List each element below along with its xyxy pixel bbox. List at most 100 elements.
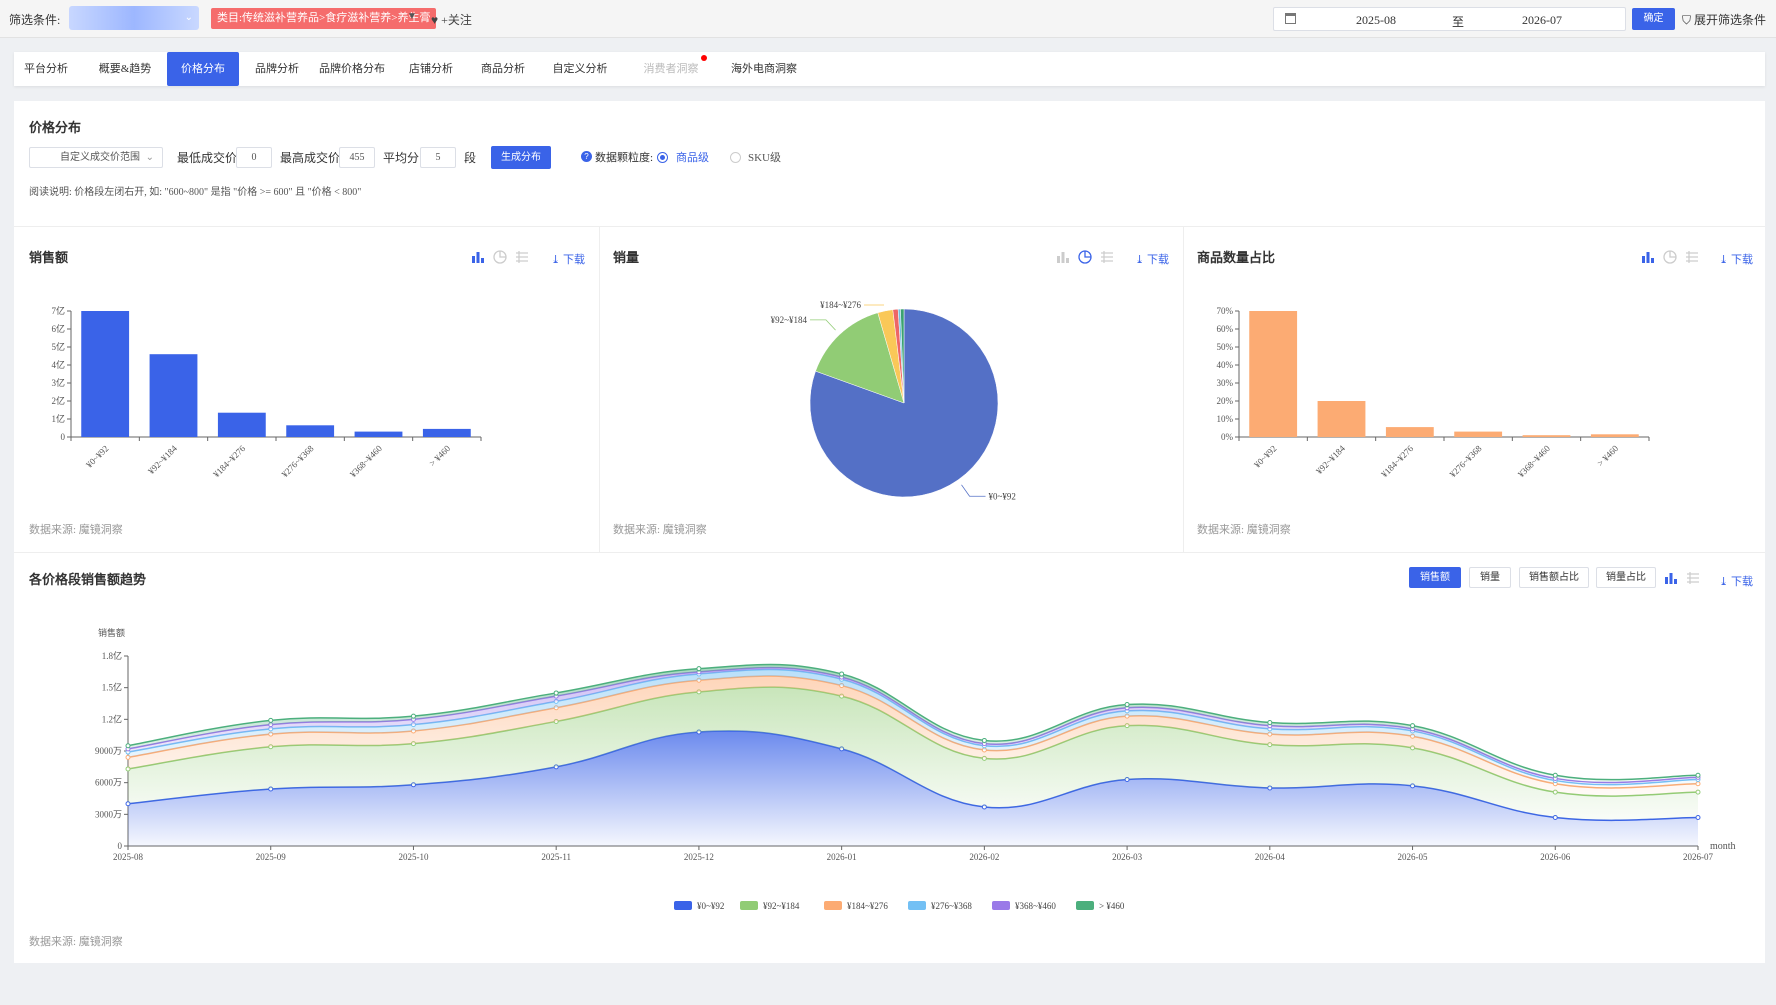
y-tick-label: 5亿 [51, 341, 65, 352]
tab-overview[interactable]: 概要&趋势 [98, 63, 152, 75]
y-tick-label: 2亿 [51, 395, 65, 406]
x-tick-label: 2025-11 [541, 852, 571, 862]
bar-chart-icon[interactable] [1664, 571, 1678, 585]
max-price-input[interactable]: 455 [339, 147, 375, 168]
tab-store[interactable]: 店铺分析 [409, 63, 453, 75]
sku-level-label[interactable]: SKU级 [748, 152, 782, 164]
divider [1183, 226, 1184, 553]
caret-down-icon[interactable]: ▼ [407, 11, 417, 22]
x-tick-label: 2025-08 [113, 852, 143, 862]
filter-icon: ⛉ [1682, 13, 1692, 27]
series-line [127, 663, 1699, 781]
calendar-icon [1285, 13, 1296, 24]
x-tick-label: > ¥460 [1595, 443, 1620, 468]
table-icon[interactable] [1100, 250, 1114, 264]
data-point [981, 737, 987, 743]
y-tick-label: 1亿 [51, 413, 65, 424]
follow-button[interactable]: ♥ +关注 [431, 13, 472, 27]
download-button[interactable]: ⤓ 下载 [551, 254, 585, 266]
download-button[interactable]: ⤓ 下载 [1719, 576, 1753, 588]
download-button[interactable]: ⤓ 下载 [1135, 254, 1169, 266]
download-button[interactable]: ⤓ 下载 [1719, 254, 1753, 266]
date-range-picker[interactable]: 2025-08 至 2026-07 [1273, 7, 1626, 31]
y-tick-label: 50% [1217, 342, 1234, 352]
sales-trend-area-chart: 销售额 0 3000万 6000万 9000万 1.2亿 1.5亿 1.8亿 2025-08 20… [95, 627, 1736, 911]
bar-chart-icon[interactable] [471, 250, 485, 264]
y-tick-label: 3亿 [51, 377, 65, 388]
pie-chart-icon[interactable] [493, 250, 507, 264]
tab-custom[interactable]: 自定义分析 [552, 63, 608, 75]
x-tick-label: ¥184~¥276 [211, 443, 247, 479]
metric-sales-button[interactable]: 销售额 [1409, 567, 1461, 588]
min-price-label: 最低成交价 [177, 151, 238, 165]
tab-platform[interactable]: 平台分析 [24, 63, 68, 75]
legend-swatch [1076, 901, 1094, 910]
pie-chart-icon[interactable] [1663, 250, 1677, 264]
legend-label: ¥184~¥276 [847, 901, 888, 911]
metric-volume-share-button[interactable]: 销量占比 [1596, 567, 1656, 588]
metric-sales-share-button[interactable]: 销售额占比 [1519, 567, 1589, 588]
date-separator: 至 [1452, 15, 1465, 29]
y-axis-title: 销售额 [98, 627, 125, 638]
x-tick-label: 2026-01 [827, 852, 857, 862]
divider [14, 226, 1765, 227]
confirm-button[interactable]: 确定 [1632, 8, 1675, 30]
bar-chart-icon[interactable] [1056, 250, 1070, 264]
pie-label: ¥92~¥184 [771, 315, 808, 325]
bar-chart-icon[interactable] [1641, 250, 1655, 264]
generate-button[interactable]: 生成分布 [491, 146, 551, 169]
tab-brand-price[interactable]: 品牌价格分布 [319, 63, 385, 75]
table-icon[interactable] [1686, 571, 1700, 585]
help-icon[interactable]: ? [581, 151, 592, 162]
tab-price-distribution[interactable]: 价格分布 [167, 52, 239, 86]
x-tick-label: ¥0~¥92 [1252, 443, 1278, 469]
tab-brand[interactable]: 品牌分析 [255, 63, 299, 75]
pie-slice [900, 308, 905, 404]
pie-label-line [961, 484, 986, 497]
pie-chart-icon[interactable] [1078, 250, 1092, 264]
y-tick-label: 6000万 [95, 778, 122, 788]
y-tick-label: 0 [118, 841, 123, 851]
expand-filters-button[interactable]: ⛉ 展开筛选条件 [1682, 11, 1766, 28]
area-series [128, 676, 1698, 797]
area-series [128, 664, 1698, 783]
y-tick-label: 1.8亿 [102, 650, 122, 661]
table-icon[interactable] [515, 250, 529, 264]
section-title: 价格分布 [29, 120, 82, 135]
y-tick-label: 3000万 [95, 809, 122, 819]
chart-title-trend: 各价格段销售额趋势 [29, 572, 147, 587]
price-range-select[interactable]: 自定义成交价范围 ⌄ [29, 147, 163, 168]
category-tag[interactable]: 类目:传统滋补营养品>食疗滋补营养>养生膏 [211, 8, 437, 29]
date-start[interactable]: 2025-08 [1356, 13, 1396, 27]
tab-consumer-insight[interactable]: 消费者洞察 [639, 52, 707, 86]
data-point [268, 717, 274, 723]
legend-label: ¥368~¥460 [1015, 901, 1056, 911]
legend-label: ¥0~¥92 [697, 901, 724, 911]
y-tick-label: 0% [1221, 432, 1234, 442]
segments-unit: 段 [464, 151, 477, 165]
table-icon[interactable] [1685, 250, 1699, 264]
radio-sku-level[interactable] [730, 152, 741, 163]
tab-product[interactable]: 商品分析 [481, 63, 525, 75]
y-tick-label: 7亿 [51, 305, 65, 316]
download-label: 下载 [1730, 254, 1753, 266]
shop-filter-select[interactable]: ⌄ [69, 6, 199, 30]
data-point [1410, 723, 1416, 729]
chart-title-sales: 销售额 [29, 250, 69, 265]
pie-label-line [809, 319, 836, 331]
data-point [553, 690, 559, 696]
y-tick-label: 60% [1217, 324, 1234, 334]
y-tick-label: 30% [1217, 378, 1234, 388]
product-level-label[interactable]: 商品级 [676, 152, 709, 164]
tab-overseas[interactable]: 海外电商洞察 [731, 63, 797, 75]
data-point [696, 666, 702, 672]
metric-volume-button[interactable]: 销量 [1469, 567, 1511, 588]
download-label: 下载 [1730, 576, 1753, 588]
data-source: 数据来源: 魔镜洞察 [613, 524, 707, 536]
y-tick-label: 4亿 [51, 359, 65, 370]
min-price-input[interactable]: 0 [236, 147, 272, 168]
date-end[interactable]: 2026-07 [1522, 13, 1562, 27]
segments-input[interactable]: 5 [420, 147, 456, 168]
pie-slice [809, 308, 999, 498]
radio-product-level[interactable] [657, 152, 668, 163]
